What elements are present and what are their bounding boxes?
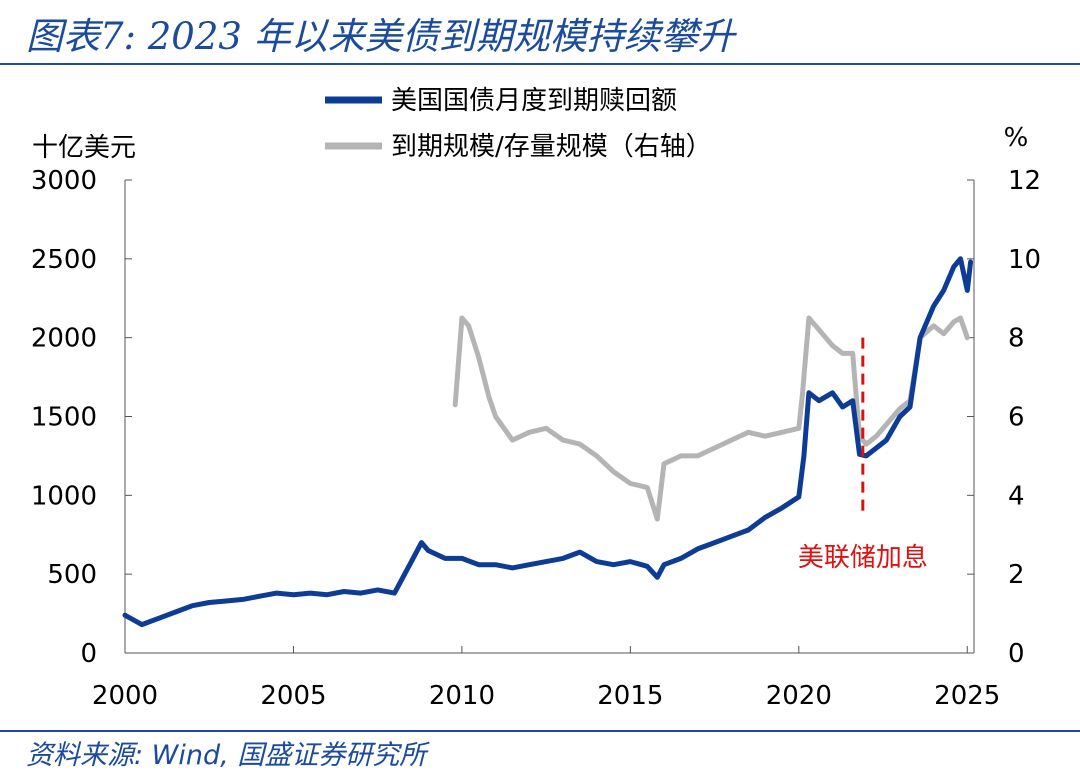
series-line-1 bbox=[122, 256, 974, 628]
series-line-2 bbox=[452, 315, 970, 522]
left-tick-label: 2000 bbox=[31, 324, 97, 354]
x-tick-label: 2015 bbox=[597, 681, 663, 711]
x-tick-label: 2025 bbox=[934, 681, 1000, 711]
source-note: 资料来源: Wind, 国盛证券研究所 bbox=[26, 740, 427, 771]
annotation-label: 美联储加息 bbox=[798, 543, 928, 573]
right-tick-label: 10 bbox=[1008, 245, 1041, 275]
page-title: 图表7: 2023 年以来美债到期规模持续攀升 bbox=[26, 15, 735, 58]
left-tick-label: 500 bbox=[47, 560, 97, 590]
left-axis-unit: 十亿美元 bbox=[32, 133, 136, 163]
right-tick-label: 6 bbox=[1008, 403, 1025, 433]
annotation-layer: 美联储加息 bbox=[798, 337, 928, 573]
left-tick-label: 1500 bbox=[31, 403, 97, 433]
right-axis-unit: % bbox=[1004, 123, 1029, 153]
left-tick-label: 1000 bbox=[31, 481, 97, 511]
right-tick-label: 0 bbox=[1008, 639, 1025, 669]
axes: 0 500 1000 1500 2000 2500 3000 0 2 4 6 8 10 12 2000 200… bbox=[31, 123, 1041, 711]
right-tick-label: 8 bbox=[1008, 324, 1025, 354]
left-tick-label: 0 bbox=[80, 639, 97, 669]
right-tick-label: 2 bbox=[1008, 560, 1025, 590]
x-tick-label: 2005 bbox=[260, 681, 326, 711]
legend-label-1: 美国国债月度到期赎回额 bbox=[391, 86, 677, 116]
left-tick-label: 2500 bbox=[31, 245, 97, 275]
right-tick-label: 12 bbox=[1008, 166, 1041, 196]
legend-label-2: 到期规模/存量规模（右轴） bbox=[391, 132, 712, 162]
x-tick-label: 2020 bbox=[766, 681, 832, 711]
x-tick-label: 2000 bbox=[92, 681, 158, 711]
right-tick-label: 4 bbox=[1008, 481, 1025, 511]
left-tick-label: 3000 bbox=[31, 166, 97, 196]
x-tick-label: 2010 bbox=[429, 681, 495, 711]
series-layer bbox=[122, 256, 974, 628]
